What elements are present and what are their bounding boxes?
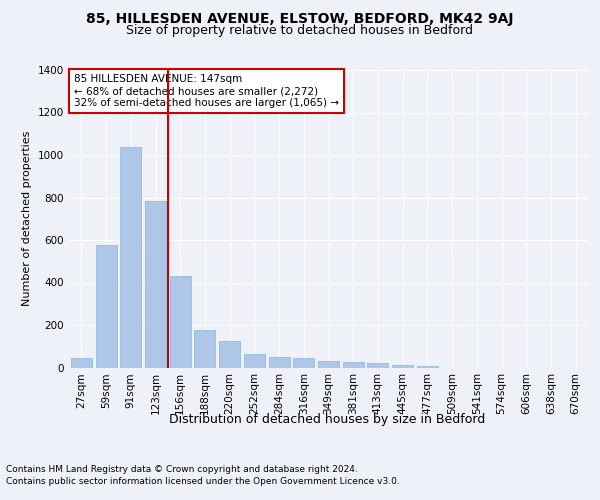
Bar (219, 341, 240, 367)
Text: Size of property relative to detached houses in Bedford: Size of property relative to detached ho… (127, 24, 473, 37)
Text: Contains HM Land Registry data © Crown copyright and database right 2024.: Contains HM Land Registry data © Crown c… (6, 465, 358, 474)
Text: 85 HILLESDEN AVENUE: 147sqm
← 68% of detached houses are smaller (2,272)
32% of : 85 HILLESDEN AVENUE: 147sqm ← 68% of det… (74, 74, 339, 108)
Bar (417, 366, 438, 368)
Bar (269, 357, 290, 368)
Bar (392, 365, 413, 368)
Text: Contains public sector information licensed under the Open Government Licence v3: Contains public sector information licen… (6, 478, 400, 486)
Bar (367, 363, 388, 368)
Bar (145, 200, 166, 368)
Bar (71, 358, 92, 368)
Bar (293, 358, 314, 368)
Y-axis label: Number of detached properties: Number of detached properties (22, 131, 32, 306)
Bar (95, 246, 116, 368)
Bar (120, 146, 141, 368)
Bar (244, 354, 265, 368)
Bar (194, 330, 215, 368)
Text: Distribution of detached houses by size in Bedford: Distribution of detached houses by size … (169, 412, 485, 426)
Text: 85, HILLESDEN AVENUE, ELSTOW, BEDFORD, MK42 9AJ: 85, HILLESDEN AVENUE, ELSTOW, BEDFORD, M… (86, 12, 514, 26)
Bar (318, 361, 339, 368)
Bar (170, 276, 191, 368)
Bar (343, 362, 364, 368)
